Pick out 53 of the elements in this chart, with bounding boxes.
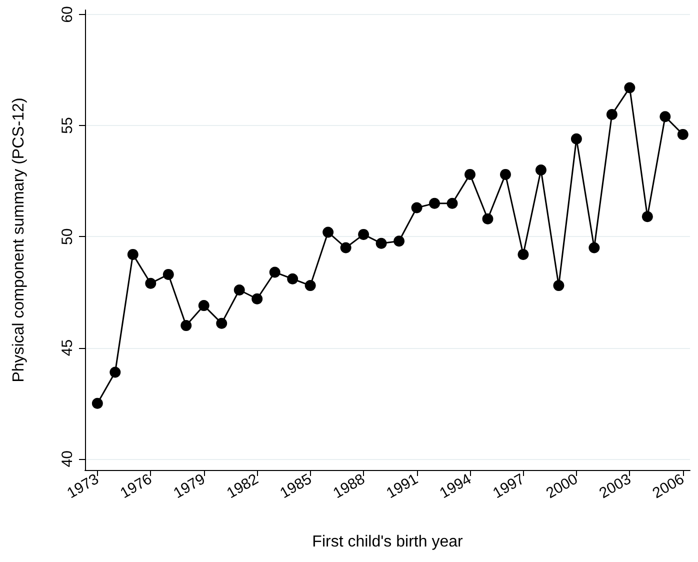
point	[269, 266, 280, 278]
point	[588, 242, 600, 254]
x-tick-label: 1985	[277, 470, 315, 502]
x-tick-label: 1976	[118, 470, 155, 502]
point	[287, 273, 298, 284]
point	[482, 213, 494, 224]
y-tick-label: 60	[59, 6, 76, 23]
point	[198, 300, 210, 312]
point	[92, 398, 103, 409]
x-tick-label: 1988	[330, 470, 368, 502]
point	[411, 202, 422, 214]
point	[394, 236, 405, 247]
y-tick-label: 40	[59, 450, 76, 468]
x-tick-label: 2006	[650, 470, 688, 502]
y-tick-label: 55	[59, 117, 76, 134]
point	[624, 82, 636, 94]
point	[464, 168, 476, 180]
point	[304, 280, 316, 292]
point	[322, 226, 334, 238]
point	[429, 198, 440, 209]
x-tick-label: 1991	[384, 470, 422, 502]
x-tick-label: 2003	[596, 470, 634, 502]
point	[340, 242, 352, 254]
point	[252, 293, 263, 304]
point	[446, 198, 458, 209]
y-tick-label: 50	[59, 228, 76, 246]
point	[216, 318, 228, 329]
point	[110, 366, 121, 378]
x-tick-label: 1982	[224, 470, 262, 502]
point	[570, 133, 582, 144]
point	[660, 111, 671, 122]
point	[642, 211, 653, 222]
x-tick-label: 2000	[543, 470, 581, 502]
y-axis-title: Physical component summary (PCS-12)	[10, 98, 28, 382]
point	[606, 108, 618, 120]
point	[535, 164, 546, 176]
x-axis-title: First child's birth year	[312, 534, 464, 550]
point	[358, 228, 370, 240]
point	[180, 320, 192, 332]
point	[234, 284, 245, 296]
point	[500, 168, 511, 180]
point	[518, 248, 529, 260]
point	[162, 268, 174, 280]
x-tick-label: 1973	[64, 470, 102, 502]
point	[145, 278, 156, 289]
x-tick-label: 1994	[436, 470, 474, 502]
x-tick-label: 1997	[490, 470, 528, 502]
point	[376, 238, 387, 249]
point	[677, 128, 688, 140]
point	[553, 280, 564, 292]
y-tick-label: 45	[59, 339, 76, 356]
point	[127, 248, 138, 260]
x-tick-label: 1979	[170, 470, 208, 502]
